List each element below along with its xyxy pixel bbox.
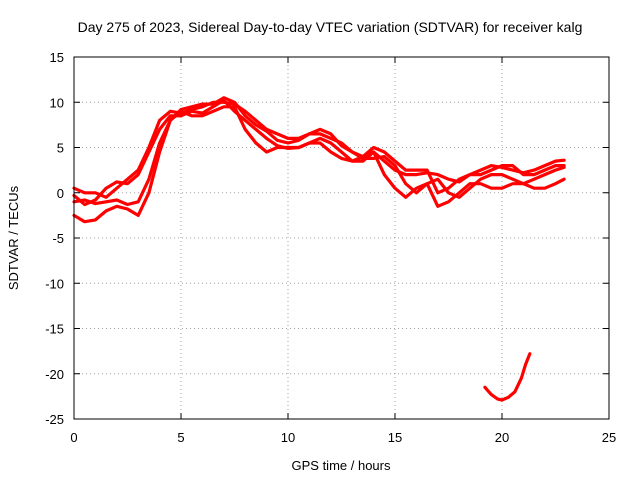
y-tick-label: -20 [45, 367, 64, 382]
y-tick-label: -15 [45, 322, 64, 337]
x-tick-label: 5 [177, 430, 184, 445]
y-tick-label: -25 [45, 412, 64, 427]
x-tick-label: 15 [388, 430, 402, 445]
y-tick-label: 15 [50, 50, 64, 65]
x-tick-label: 10 [281, 430, 295, 445]
chart-title: Day 275 of 2023, Sidereal Day-to-day VTE… [78, 19, 583, 35]
y-tick-label: -5 [52, 231, 64, 246]
series-line-1 [72, 98, 566, 207]
axis-ticks: 0 5 10 15 20 25 -25 -20 -15 -10 -5 0 5 10 15 [45, 50, 616, 445]
y-tick-label: 5 [57, 141, 64, 156]
x-tick-label: 0 [70, 430, 77, 445]
y-tick-label: 0 [57, 186, 64, 201]
grid-lines [74, 57, 609, 419]
y-tick-label: -10 [45, 276, 64, 291]
x-tick-label: 20 [495, 430, 509, 445]
x-tick-label: 25 [602, 430, 616, 445]
y-axis-label: SDTVAR / TECUs [6, 185, 21, 290]
y-tick-label: 10 [50, 95, 64, 110]
series-line-4 [72, 100, 566, 199]
series-line-5 [483, 352, 532, 402]
series-line-3 [72, 105, 566, 224]
x-axis-label: GPS time / hours [292, 458, 391, 473]
series-layer [72, 96, 566, 402]
series-line-2 [72, 96, 566, 207]
